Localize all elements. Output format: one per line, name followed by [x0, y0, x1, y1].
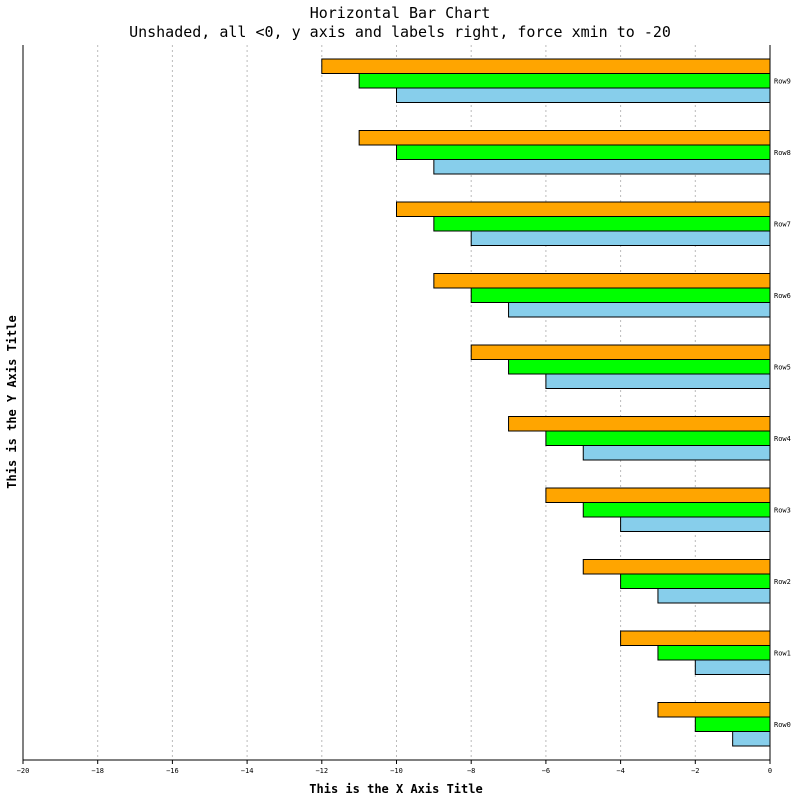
bar — [620, 630, 771, 646]
bar — [657, 645, 771, 661]
y-axis-labels: Row0 Row1 Row2 Row3 Row4 Row5 Row6 Row7 Row8 Row9 — [774, 77, 791, 729]
bar — [433, 159, 771, 175]
y-tick-label: Row6 — [774, 292, 791, 300]
y-tick-label: Row4 — [774, 435, 791, 443]
bar — [545, 373, 771, 389]
bar — [582, 502, 771, 518]
y-tick-label: Row8 — [774, 149, 791, 157]
x-tick-label: −20 — [17, 767, 30, 775]
x-tick-label: −16 — [166, 767, 179, 775]
y-tick-label: Row2 — [774, 578, 791, 586]
bar — [694, 716, 771, 732]
bar — [545, 430, 771, 446]
y-tick-label: Row9 — [774, 77, 791, 85]
bar — [396, 144, 771, 160]
bar — [433, 273, 771, 289]
bar — [582, 559, 771, 575]
y-tick-label: Row3 — [774, 506, 791, 514]
bar — [545, 487, 771, 503]
x-tick-label: −4 — [616, 767, 624, 775]
x-tick-label: −12 — [315, 767, 328, 775]
bar — [321, 58, 771, 74]
bar — [396, 87, 771, 103]
bar — [732, 731, 771, 747]
x-tick-label: −2 — [691, 767, 699, 775]
bar — [508, 302, 771, 318]
bar — [396, 201, 771, 217]
bar — [508, 359, 771, 375]
y-tick-label: Row1 — [774, 649, 791, 657]
x-tick-label: −18 — [91, 767, 104, 775]
bar — [508, 416, 771, 432]
bar — [657, 702, 771, 718]
chart-subtitle: Unshaded, all <0, y axis and labels righ… — [129, 23, 671, 41]
x-tick-label: −10 — [390, 767, 403, 775]
bar — [470, 287, 771, 303]
y-tick-label: Row5 — [774, 363, 791, 371]
x-tick-label: −8 — [467, 767, 475, 775]
bar — [470, 344, 771, 360]
bar — [358, 73, 771, 89]
x-tick-label: −6 — [542, 767, 550, 775]
bar — [620, 573, 771, 589]
y-tick-label: Row7 — [774, 220, 791, 228]
y-axis-title: This is the Y Axis Title — [5, 315, 19, 488]
bar — [620, 516, 771, 532]
x-tick-label: −14 — [241, 767, 254, 775]
bar — [470, 230, 771, 246]
x-axis-title: This is the X Axis Title — [309, 782, 482, 796]
bar — [694, 659, 771, 675]
x-tick-label: 0 — [768, 767, 772, 775]
bar — [433, 216, 771, 232]
bar — [582, 445, 771, 461]
y-tick-label: Row0 — [774, 721, 791, 729]
bar — [657, 588, 771, 604]
x-axis-ticks: −20 −18 −16 −14 −12 −10 −8 −6 −4 −2 0 — [17, 760, 772, 775]
bar — [358, 130, 771, 146]
chart-title: Horizontal Bar Chart — [310, 4, 491, 22]
bars — [321, 58, 771, 747]
